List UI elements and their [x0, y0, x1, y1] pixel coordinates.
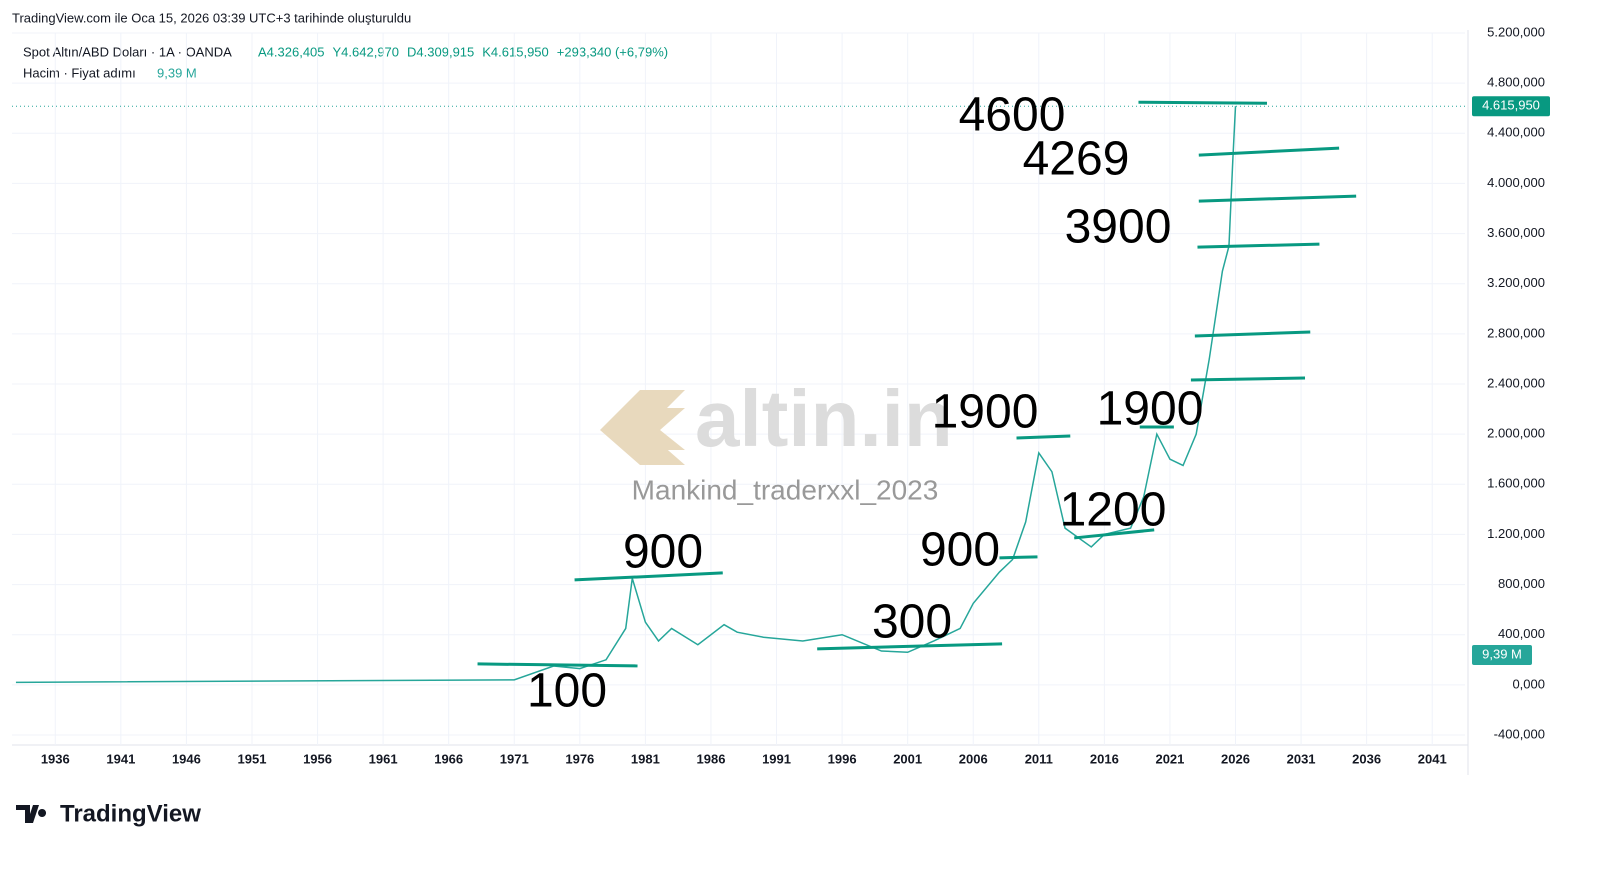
level-line	[477, 662, 638, 668]
x-tick-label: 2021	[1155, 751, 1184, 766]
x-tick-label: 2031	[1287, 751, 1316, 766]
y-tick-label: -400,000	[1494, 726, 1545, 741]
annotation: 3900	[1065, 201, 1172, 254]
x-tick-label: 2011	[1025, 751, 1053, 766]
change: +293,340 (+6,79%)	[557, 44, 668, 59]
last-price-box	[1472, 96, 1550, 117]
annotation: 900	[920, 524, 1000, 577]
y-tick-label: 0,000	[1512, 676, 1545, 691]
ohlc-value: Y4.642,970	[333, 44, 400, 59]
x-tick-label: 1936	[41, 751, 70, 766]
x-tick-label: 1981	[631, 751, 660, 766]
annotation: 1200	[1060, 484, 1167, 537]
watermark: altin.in	[695, 374, 953, 463]
footer: TradingView	[60, 800, 201, 827]
x-tick-label: 2041	[1418, 751, 1447, 766]
y-tick-label: 3.600,000	[1487, 225, 1545, 240]
level-line	[1197, 242, 1320, 249]
level-line	[817, 642, 1003, 651]
x-tick-label: 1951	[238, 751, 267, 766]
x-tick-label: 2006	[959, 751, 988, 766]
annotation: 100	[527, 665, 607, 718]
level-line	[1198, 146, 1340, 157]
x-tick-label: 2036	[1352, 751, 1381, 766]
ohlc-value: K4.615,950	[482, 44, 549, 59]
watermark-logo	[600, 390, 685, 465]
annotation: 4600	[959, 89, 1066, 142]
y-tick-label: 3.200,000	[1487, 275, 1545, 290]
y-tick-label: 1.200,000	[1487, 526, 1545, 541]
y-tick-label: 4.000,000	[1487, 175, 1545, 190]
price-line	[15, 106, 1237, 684]
x-tick-label: 1966	[434, 751, 463, 766]
annotation: 1900	[932, 386, 1039, 439]
y-tick-label: 5.200,000	[1487, 24, 1545, 39]
y-tick-label: 800,000	[1498, 576, 1545, 591]
x-tick-label: 2026	[1221, 751, 1250, 766]
symbol: Spot Altın/ABD Doları · 1A · OANDA	[23, 44, 232, 59]
y-tick-label: 4.400,000	[1487, 125, 1545, 140]
y-tick-label: 2.800,000	[1487, 325, 1545, 340]
watermark-sub: Mankind_traderxxl_2023	[632, 474, 939, 505]
ohlc-value: D4.309,915	[407, 44, 474, 59]
x-tick-label: 1986	[697, 751, 726, 766]
level-line	[1190, 376, 1306, 382]
level-line	[574, 571, 723, 582]
header: TradingView.com ile Oca 15, 2026 03:39 U…	[12, 10, 411, 25]
level-line	[1194, 330, 1311, 338]
volume-value: 9,39 M	[157, 65, 197, 80]
volume-title: Hacim · Fiyat adımı	[23, 65, 136, 80]
level-line	[999, 555, 1038, 560]
level-line	[1016, 434, 1071, 440]
level-line	[1198, 194, 1357, 203]
y-tick-label: 400,000	[1498, 626, 1545, 641]
level-line	[1074, 528, 1155, 540]
x-tick-label: 1961	[369, 751, 398, 766]
x-tick-label: 1941	[106, 751, 135, 766]
x-tick-label: 1946	[172, 751, 201, 766]
volume-box	[1472, 645, 1532, 665]
y-tick-label: 2.400,000	[1487, 375, 1545, 390]
x-tick-label: 1956	[303, 751, 332, 766]
annotation: 300	[872, 596, 952, 649]
annotation: 4269	[1023, 133, 1130, 186]
y-tick-label: 4.800,000	[1487, 75, 1545, 90]
x-tick-label: 1991	[762, 751, 791, 766]
last-price-label: 4.615,950	[1482, 98, 1540, 113]
level-line	[1138, 100, 1267, 105]
volume-box-label: 9,39 M	[1482, 646, 1522, 661]
y-tick-label: 1.600,000	[1487, 476, 1545, 491]
x-tick-label: 1976	[565, 751, 594, 766]
logo	[16, 805, 47, 823]
x-tick-label: 1971	[500, 751, 529, 766]
x-tick-label: 2016	[1090, 751, 1119, 766]
y-tick-label: 2.000,000	[1487, 426, 1545, 441]
ohlc-value: A4.326,405	[258, 44, 325, 59]
x-tick-label: 2001	[893, 751, 922, 766]
annotation: 900	[623, 526, 703, 579]
x-tick-label: 1996	[828, 751, 857, 766]
annotation: 1900	[1097, 383, 1204, 436]
